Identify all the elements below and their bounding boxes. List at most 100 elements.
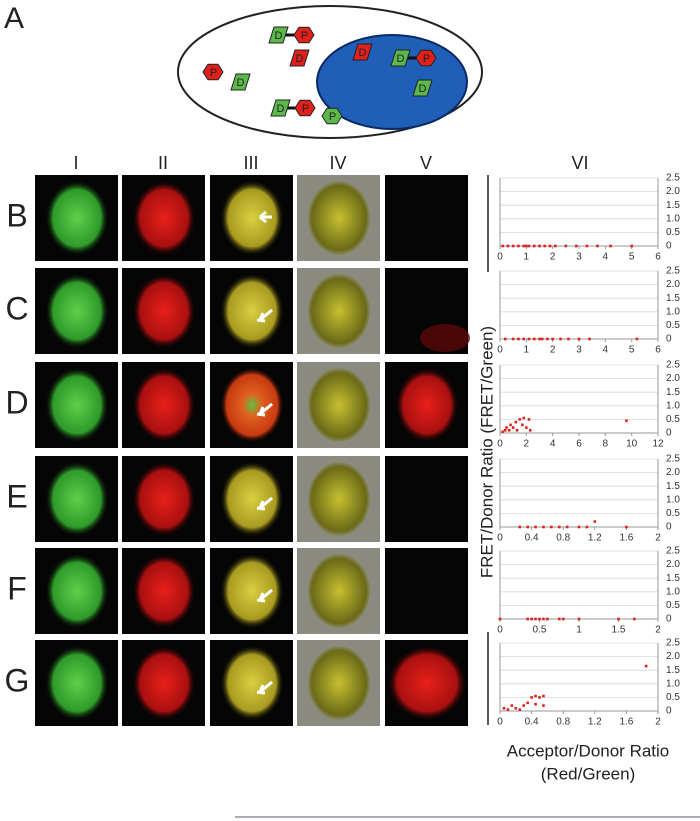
y-tick-label: 0 xyxy=(666,241,672,252)
point xyxy=(551,337,554,341)
point xyxy=(567,337,570,341)
point xyxy=(511,244,515,248)
arrow xyxy=(256,496,273,511)
point xyxy=(522,416,525,420)
cell xyxy=(132,461,196,537)
point xyxy=(644,664,648,668)
cell xyxy=(132,273,196,349)
point xyxy=(501,244,504,248)
point xyxy=(625,525,628,529)
x-tick-label: 0 xyxy=(497,717,503,728)
point xyxy=(630,244,633,248)
point xyxy=(633,617,636,621)
y-tick-label: 0 xyxy=(666,706,672,717)
point xyxy=(534,525,537,529)
cell xyxy=(132,367,196,443)
point xyxy=(546,617,549,621)
point xyxy=(517,337,520,341)
x-tick-label: 6 xyxy=(655,345,661,356)
cell xyxy=(307,180,371,256)
y-tick-label: 1.0 xyxy=(666,213,680,224)
cell xyxy=(387,645,467,721)
cell xyxy=(45,461,109,537)
x-tick-label: 0.5 xyxy=(533,625,547,636)
cell xyxy=(132,645,196,721)
acceptor xyxy=(293,26,315,44)
x-tick-label: 0 xyxy=(497,252,503,263)
x-tick-label: 0 xyxy=(497,533,503,544)
column-header: I xyxy=(73,153,78,173)
x-tick-label: 0.8 xyxy=(556,533,570,544)
y-tick-label: 2.5 xyxy=(666,546,680,557)
point xyxy=(534,702,537,706)
cell xyxy=(220,461,284,537)
panel-label: A xyxy=(4,2,24,35)
point xyxy=(530,617,533,621)
point xyxy=(557,617,561,621)
y-tick-label: 0.5 xyxy=(666,508,680,519)
x-tick-label: 12 xyxy=(652,439,664,450)
column-header: VI xyxy=(571,153,588,173)
point xyxy=(550,525,553,529)
point xyxy=(561,617,565,621)
x-tick-label: 1 xyxy=(524,345,530,356)
point xyxy=(542,704,545,707)
y-tick-label: 1.0 xyxy=(666,400,680,411)
x-tick-label: 3 xyxy=(576,345,582,356)
cell xyxy=(220,553,284,629)
point xyxy=(514,706,518,710)
cell xyxy=(45,553,109,629)
x-tick-label: 4 xyxy=(603,345,609,356)
x-tick-label: 0.8 xyxy=(556,717,570,728)
acceptor xyxy=(415,49,437,67)
molecule-label: P xyxy=(210,67,217,79)
point xyxy=(617,617,620,621)
x-tick-label: 2 xyxy=(550,345,556,356)
y-tick-label: 0.5 xyxy=(666,692,680,703)
point xyxy=(532,244,536,248)
point xyxy=(543,244,547,248)
point xyxy=(503,337,507,341)
donor xyxy=(230,73,251,91)
x-tick-label: 0.4 xyxy=(525,533,539,544)
point xyxy=(506,708,510,711)
y-tick-label: 2.0 xyxy=(666,651,680,662)
molecule-label: D xyxy=(296,53,304,65)
point xyxy=(577,337,581,341)
y-tick-label: 0.5 xyxy=(666,227,680,238)
point xyxy=(538,617,541,621)
x-tick-label: 0 xyxy=(497,439,503,450)
x-tick-label: 2 xyxy=(655,625,661,636)
x-tick-label: 10 xyxy=(626,439,638,450)
y-tick-label: 0 xyxy=(666,428,672,439)
point xyxy=(565,525,569,529)
point xyxy=(506,244,510,248)
point xyxy=(559,337,562,341)
cell xyxy=(395,367,459,443)
point xyxy=(511,426,515,429)
point xyxy=(577,525,581,529)
y-tick-label: 1.0 xyxy=(666,586,680,597)
point xyxy=(575,244,578,248)
point xyxy=(521,423,524,427)
point xyxy=(585,244,589,248)
y-tick-label: 1.0 xyxy=(666,678,680,689)
point xyxy=(503,428,507,432)
point xyxy=(522,244,525,248)
y-tick-label: 0.5 xyxy=(666,320,680,331)
molecule-label: D xyxy=(277,103,285,115)
point xyxy=(596,244,599,248)
y-tick-label: 0 xyxy=(666,614,672,625)
cell xyxy=(307,553,371,629)
x-tick-label: 1 xyxy=(524,252,530,263)
x-tick-label: 1.2 xyxy=(588,533,602,544)
point xyxy=(542,694,545,698)
point xyxy=(585,525,589,529)
column-header: IV xyxy=(329,153,346,173)
point xyxy=(542,525,545,529)
point xyxy=(526,525,529,529)
point xyxy=(527,418,531,421)
point xyxy=(510,704,514,707)
